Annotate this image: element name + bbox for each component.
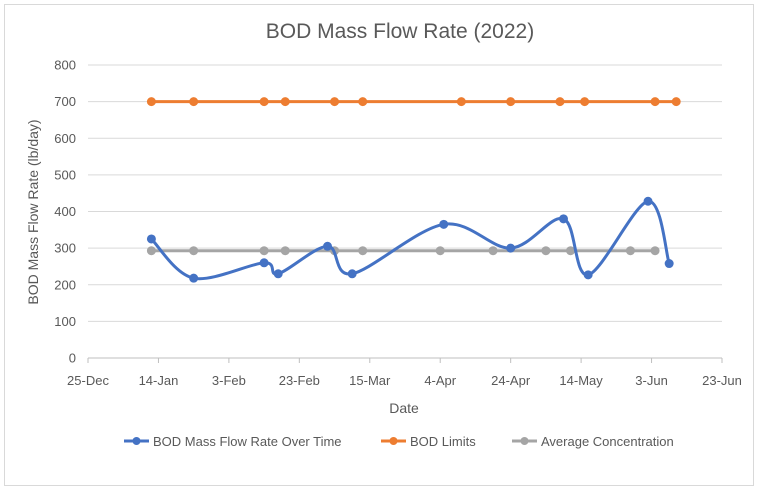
data-point [456, 97, 466, 107]
chart-frame [4, 4, 754, 486]
data-point [259, 246, 269, 256]
data-point [189, 246, 199, 256]
data-point [146, 234, 156, 244]
y-tick-label: 400 [54, 204, 76, 219]
y-tick-label: 100 [54, 314, 76, 329]
data-point [280, 97, 290, 107]
data-point [541, 246, 551, 256]
series-line [149, 199, 671, 281]
data-point [650, 246, 660, 256]
data-point [259, 258, 269, 268]
x-tick-label: 14-Jan [139, 373, 179, 388]
x-tick-label: 3-Jun [635, 373, 668, 388]
x-tick-label: 14-May [559, 373, 603, 388]
y-axis-label: BOD Mass Flow Rate (lb/day) [25, 119, 41, 304]
x-tick-label: 23-Jun [702, 373, 742, 388]
data-point [643, 196, 653, 206]
legend-item: BOD Limits [381, 434, 476, 449]
data-point [625, 246, 635, 256]
series-0 [146, 196, 674, 283]
data-point [330, 97, 340, 107]
y-tick-label: 700 [54, 94, 76, 109]
data-point [146, 246, 156, 256]
series-1 [146, 97, 681, 107]
y-tick-label: 300 [54, 241, 76, 256]
data-point [358, 246, 368, 256]
x-tick-label: 25-Dec [67, 373, 109, 388]
legend-item: Average Concentration [512, 434, 674, 449]
x-tick-label: 23-Feb [279, 373, 320, 388]
data-point [506, 97, 516, 107]
legend-marker [520, 437, 529, 445]
legend-marker [132, 437, 141, 445]
data-point [506, 243, 516, 253]
y-tick-label: 600 [54, 131, 76, 146]
y-tick-label: 800 [54, 58, 76, 73]
data-point [488, 246, 498, 256]
x-axis-label: Date [389, 400, 419, 416]
x-tick-label: 3-Feb [212, 373, 246, 388]
x-tick-label: 4-Apr [424, 373, 456, 388]
data-point [566, 246, 576, 256]
data-point [273, 269, 283, 279]
data-point [580, 97, 590, 107]
y-axis-ticks: 0 100 200 300 400 500 600 700 800 [54, 58, 76, 366]
gridlines [88, 64, 722, 359]
data-point [559, 214, 568, 224]
data-point [259, 97, 269, 107]
data-point [671, 97, 681, 107]
data-point [650, 97, 660, 107]
chart-title: BOD Mass Flow Rate (2022) [266, 20, 534, 43]
data-point [189, 273, 199, 283]
x-axis-ticks: 25-Dec 14-Jan 3-Feb 23-Feb 15-Mar 4-Apr 24-Apr… [67, 358, 742, 388]
data-point [347, 269, 357, 279]
series-2 [146, 246, 660, 256]
data-point [189, 97, 199, 107]
data-point [555, 97, 565, 107]
legend-label: BOD Mass Flow Rate Over Time [153, 434, 342, 449]
x-tick-label: 24-Apr [491, 373, 531, 388]
legend-label: BOD Limits [410, 434, 476, 449]
data-point [280, 246, 290, 256]
legend-marker [389, 437, 398, 445]
data-point [664, 259, 674, 269]
legend: BOD Mass Flow Rate Over Time BOD Limits Av… [124, 434, 674, 449]
y-tick-label: 0 [69, 351, 76, 366]
data-point [323, 241, 333, 251]
data-point [435, 246, 445, 256]
series-group [146, 97, 681, 283]
data-point [583, 270, 593, 280]
y-tick-label: 500 [54, 167, 76, 182]
data-point [146, 97, 156, 107]
legend-item: BOD Mass Flow Rate Over Time [124, 434, 342, 449]
legend-label: Average Concentration [541, 434, 674, 449]
x-tick-label: 15-Mar [349, 373, 391, 388]
data-point [439, 219, 449, 229]
data-point [358, 97, 368, 107]
y-tick-label: 200 [54, 277, 76, 292]
